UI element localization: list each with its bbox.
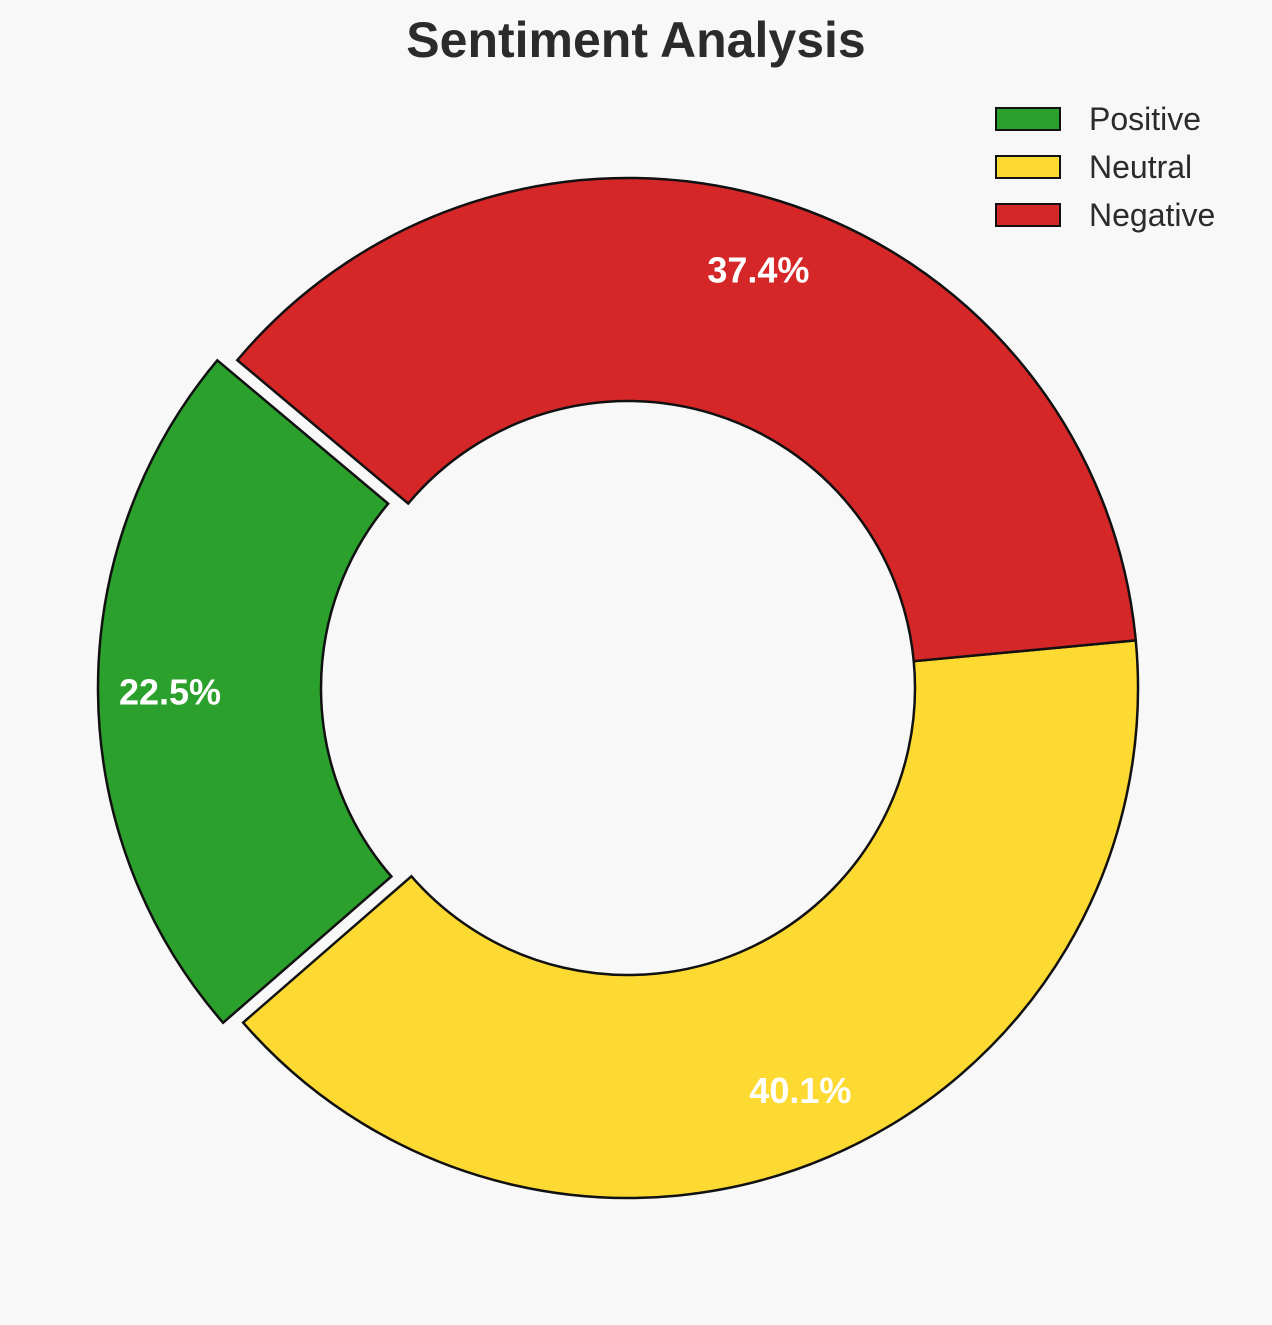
- chart-title: Sentiment Analysis: [406, 12, 866, 68]
- slice-positive[interactable]: [96, 358, 394, 1025]
- legend-item-negative[interactable]: Negative: [995, 191, 1245, 239]
- legend-swatch-negative: [995, 203, 1061, 227]
- slice-label-neutral: 40.1%: [749, 1070, 851, 1111]
- slice-neutral[interactable]: [241, 638, 1140, 1200]
- slice-labels-group: 22.5% 40.1% 37.4%: [119, 249, 851, 1111]
- slice-label-positive: 22.5%: [119, 672, 221, 713]
- legend-item-positive[interactable]: Positive: [995, 95, 1245, 143]
- legend-label-positive: Positive: [1089, 100, 1202, 137]
- legend: Positive Neutral Negative: [995, 95, 1245, 239]
- slice-label-negative: 37.4%: [707, 249, 809, 290]
- legend-item-neutral[interactable]: Neutral: [995, 143, 1245, 191]
- slices-group: [96, 176, 1140, 1200]
- legend-label-negative: Negative: [1089, 196, 1216, 233]
- legend-swatch-positive: [995, 107, 1061, 131]
- legend-label-neutral: Neutral: [1089, 148, 1193, 185]
- legend-swatch-neutral: [995, 155, 1061, 179]
- slice-negative[interactable]: [235, 176, 1138, 663]
